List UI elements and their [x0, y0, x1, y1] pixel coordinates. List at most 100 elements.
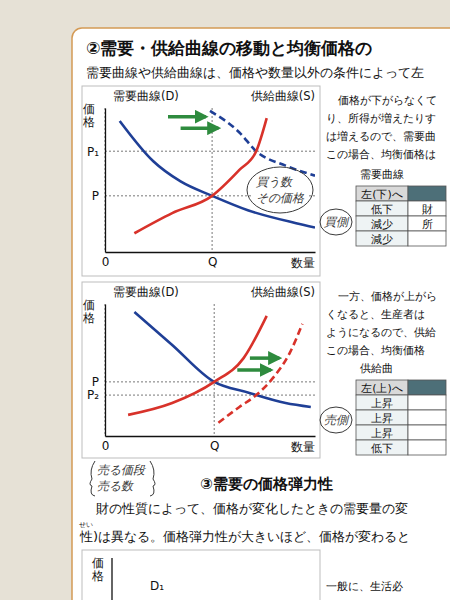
- table-cell-text: 所: [422, 218, 433, 231]
- y-axis-title: 価格: [82, 102, 95, 129]
- x-axis-title: 数量: [291, 440, 315, 454]
- axis-line: [105, 109, 106, 253]
- shift-arrow: [250, 356, 279, 360]
- section-heading: ②需要・供給曲線の移動と均衡価格の: [86, 38, 372, 58]
- table-cell: [356, 216, 408, 231]
- note-circle: [247, 167, 313, 213]
- curve-label: 供給曲線(S): [251, 89, 315, 103]
- table: 左(下)へ低下財減少所減少: [356, 186, 446, 246]
- grid-line-x: [105, 108, 106, 252]
- side-text-line: ようになるので、供給: [326, 326, 436, 339]
- chart-panel: [82, 86, 320, 276]
- char: 価: [83, 102, 95, 116]
- grid: [105, 304, 315, 436]
- note-bracket: [150, 461, 155, 496]
- body-text: 財の性質によって、価格が変化したときの需要量の変: [96, 501, 408, 516]
- side-text-line: 一方、価格が上がら: [338, 290, 437, 303]
- tick: P₁: [87, 145, 105, 159]
- tick: P: [92, 189, 105, 203]
- page: ②需要・供給曲線の移動と均衡価格の需要曲線や供給曲線は、価格や数量以外の条件によ…: [0, 0, 450, 600]
- axis-line: [106, 252, 316, 253]
- grid-line-y: [105, 395, 315, 396]
- page-frame: [72, 28, 450, 600]
- y-axis-title: 価格: [82, 298, 95, 325]
- table-cell-text: 低下: [371, 203, 393, 216]
- table-head-cell: [356, 380, 408, 395]
- x-axis-title: 数量: [291, 256, 315, 270]
- curve: [120, 121, 315, 228]
- tick: P: [92, 375, 105, 389]
- y-axis: P P₁: [87, 109, 106, 253]
- tick: Q: [210, 436, 219, 453]
- tick-label: 0: [102, 255, 110, 269]
- curve: [134, 312, 310, 407]
- curve-label: 需要曲線(D): [113, 89, 179, 103]
- table-cell-text: 上昇: [371, 427, 393, 440]
- table-cell: [408, 201, 446, 216]
- chart-panel: [82, 550, 320, 600]
- char: 格: [82, 115, 95, 129]
- side-text-line: この場合、均衡価格は: [326, 148, 436, 161]
- table-cell-text: 減少: [371, 233, 393, 246]
- char: 価: [83, 298, 95, 312]
- side-text-line: くなると、生産者は: [326, 308, 425, 321]
- body-text: 性)は異なる。価格弾力性が大きいほど、価格が変わると: [79, 529, 410, 544]
- curve: [134, 118, 266, 233]
- x-axis: 0Q: [102, 252, 316, 269]
- axis-line: [106, 436, 316, 437]
- side-text-line: り、所得が増えたりす: [326, 112, 436, 125]
- tick-label: P₁: [87, 145, 99, 159]
- tick: Q: [208, 252, 217, 269]
- table-head-cell: [408, 380, 446, 395]
- side-text-line: 一般に、生活必: [326, 580, 403, 593]
- table-cell-text: 減少: [371, 218, 393, 231]
- tick: 0: [102, 436, 110, 453]
- tick-label: Q: [208, 255, 217, 269]
- char: 格: [91, 569, 104, 583]
- shift-arrow: [168, 115, 206, 119]
- table-cell: [356, 395, 408, 410]
- grid-line-x: [105, 304, 106, 436]
- intro-text: 需要曲線や供給曲線は、価格や数量以外の条件によって左: [86, 65, 424, 80]
- tick-label: P₂: [87, 388, 99, 402]
- plot-area: [120, 111, 315, 233]
- chart: PP₁0Q価格数量需要曲線(D)供給曲線(S): [82, 86, 320, 276]
- side-text-line: この場合、均衡価格: [326, 344, 425, 357]
- table-title: 供給曲: [360, 362, 393, 375]
- section-heading: ③需要の価格弾力性: [200, 475, 333, 493]
- axis-line: [105, 305, 106, 437]
- page-svg: ②需要・供給曲線の移動と均衡価格の需要曲線や供給曲線は、価格や数量以外の条件によ…: [0, 0, 450, 600]
- tick-label: P: [92, 375, 99, 389]
- table-cell: [356, 231, 408, 246]
- figure3: 価格D₁: [82, 550, 320, 600]
- tick: P₂: [87, 388, 105, 402]
- side-text-line: 価格が下がらなくて: [338, 94, 437, 107]
- table-cell: [356, 440, 408, 455]
- side-text-line: は増えるので、需要曲: [326, 130, 436, 143]
- handwritten-note: 売る数: [97, 479, 135, 493]
- table-cell: [356, 201, 408, 216]
- curve: [128, 316, 267, 415]
- table-head: 左(下)へ: [361, 188, 403, 201]
- handwriting: 買う数その価格買側売側売る価段売る数: [90, 167, 352, 496]
- note-circle: [320, 209, 352, 235]
- table-head-cell: [356, 186, 408, 201]
- chart: P₂P0Q価格数量需要曲線(D)供給曲線(S): [82, 282, 320, 458]
- table-cell: [408, 440, 446, 455]
- note-bracket: [90, 461, 95, 496]
- handwritten-note: 売る価段: [97, 463, 146, 477]
- note-patch: [252, 174, 308, 206]
- table-cell-text: 上昇: [371, 397, 393, 410]
- curve-label: 供給曲線(S): [251, 285, 315, 299]
- table-cell: [408, 425, 446, 440]
- table-cell: [356, 410, 408, 425]
- table-cell-text: 上昇: [371, 412, 393, 425]
- grid-line-y: [105, 381, 315, 382]
- handwritten-note: 買側: [324, 215, 350, 229]
- char: 格: [82, 311, 95, 325]
- plot-area: [128, 312, 311, 423]
- table-cell: [408, 395, 446, 410]
- shift-arrow: [237, 368, 271, 372]
- handwritten-note: その価格: [256, 191, 305, 205]
- ruby-text: せい: [79, 521, 93, 529]
